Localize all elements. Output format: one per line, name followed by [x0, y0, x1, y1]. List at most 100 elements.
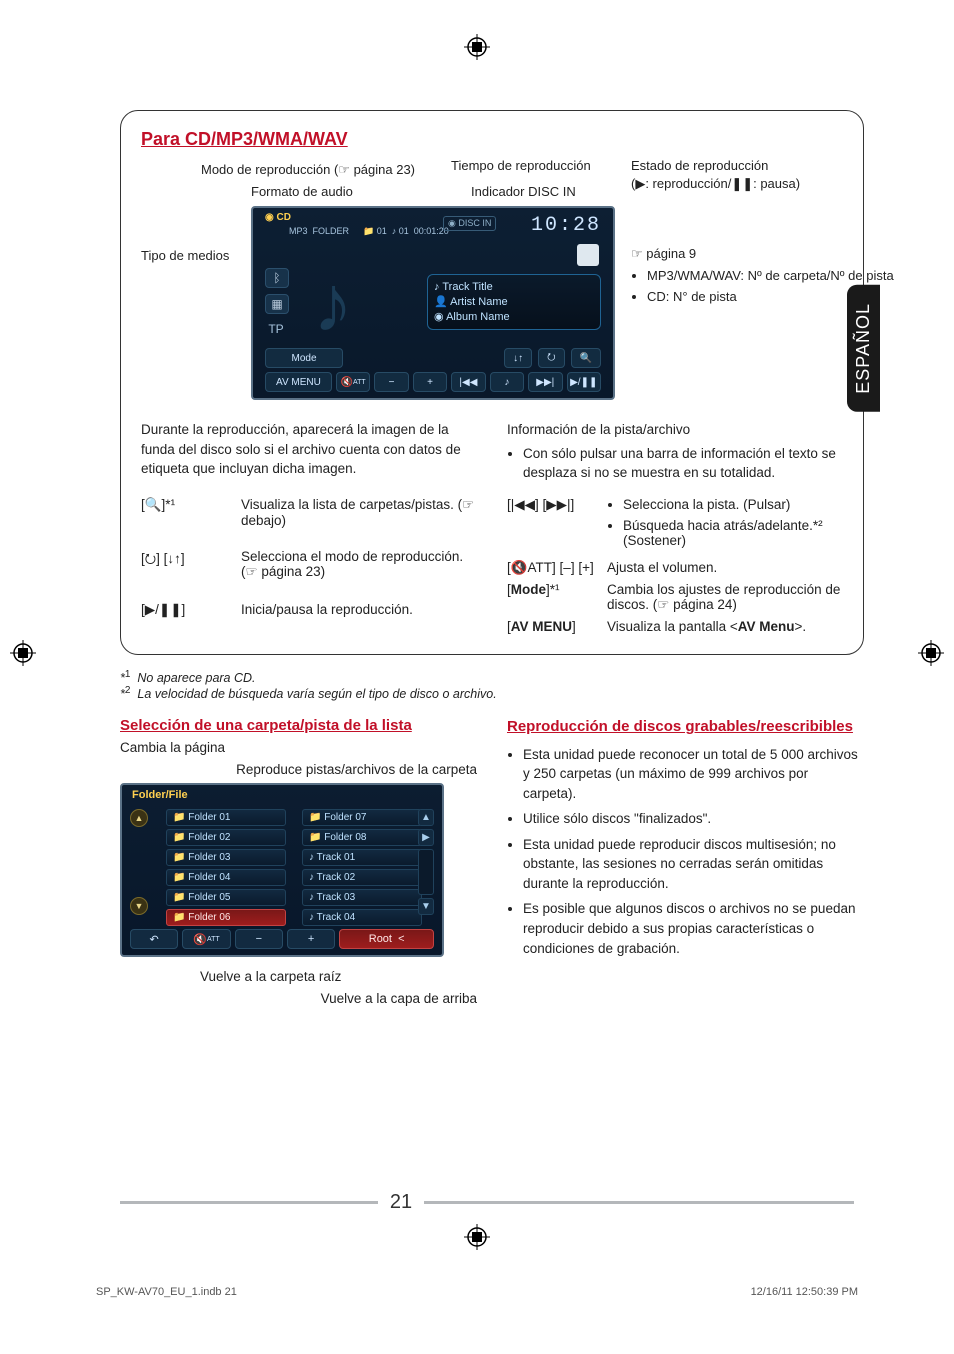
ctrl-val: Selecciona la pista. (Pulsar) Búsqueda h… — [607, 497, 843, 554]
section3-title: Reproducción de discos grabables/reescri… — [507, 717, 864, 737]
under-text-right-bullet: Con sólo pulsar una barra de información… — [523, 444, 843, 483]
section-title: Para CD/MP3/WMA/WAV — [141, 129, 843, 150]
folder-list-display: Folder/File ▲ ▼ 📁 Folder 01 📁 Folder 02 … — [120, 783, 444, 957]
scrollbar-track[interactable] — [418, 849, 434, 896]
back-up-label: Vuelve a la capa de arriba — [120, 989, 477, 1009]
tp-indicator: TP — [265, 320, 287, 338]
callout-see-p9: ☞ página 9 — [631, 246, 696, 262]
callout-play-status: Estado de reproducción — [631, 158, 768, 173]
list-item[interactable]: 📁 Folder 08 — [302, 829, 422, 846]
callout-playmode: Modo de reproducción (☞ página 23) — [201, 162, 415, 178]
list-item[interactable]: 📁 Folder 01 — [166, 809, 286, 826]
grid-icon: ▦ — [265, 294, 289, 314]
list-item[interactable]: 📁 Folder 05 — [166, 889, 286, 906]
list-item[interactable]: 📁 Folder 04 — [166, 869, 286, 886]
note-indicator: ♪ — [490, 372, 524, 392]
under-text-left: Durante la reproducción, aparecerá la im… — [141, 420, 477, 489]
vol-minus[interactable]: − — [374, 372, 408, 392]
change-page-label: Cambia la página — [120, 738, 477, 758]
list-item[interactable]: ♪ Track 04 — [302, 909, 422, 926]
footnotes: *1 No aparece para CD. *2 La velocidad d… — [120, 669, 864, 701]
page-footer: 21 — [120, 1191, 854, 1214]
ctrl-val: Inicia/pausa la reproducción. — [241, 602, 477, 634]
next-track-icon[interactable]: ▶▶| — [528, 372, 562, 392]
disc-in-indicator: ◉ DISC IN — [443, 216, 496, 231]
callout-audio-format: Formato de audio — [251, 184, 353, 199]
search-icon[interactable]: 🔍 — [571, 348, 601, 368]
ctrl-key: [🔍]*¹ — [141, 497, 231, 544]
list-item[interactable]: 📁 Folder 07 — [302, 809, 422, 826]
ctrl-val: Ajusta el volumen. — [607, 560, 843, 576]
page-number: 21 — [390, 1191, 412, 1214]
list-item[interactable]: 📁 Folder 02 — [166, 829, 286, 846]
ctrl-key: [Mode]*¹ — [507, 582, 597, 613]
callout-play-time: Tiempo de reproducción — [451, 158, 591, 173]
repeat-icon[interactable]: ⭮ — [538, 348, 564, 368]
att-button[interactable]: 🔇ATT — [336, 372, 370, 392]
player-display: ◉ CD MP3 FOLDER 📁 01 ♪ 01 00:01:20 ◉ DIS… — [251, 206, 615, 400]
music-note-icon: ♪ — [313, 258, 353, 350]
ctrl-key: [AV MENU] — [507, 619, 597, 634]
section-box: Para CD/MP3/WMA/WAV Modo de reproducción… — [120, 110, 864, 655]
album-name: ◉ Album Name — [434, 310, 594, 323]
callout-media-type: Tipo de medios — [141, 248, 229, 263]
controls-right: [|◀◀] [▶▶|] Selecciona la pista. (Pulsar… — [507, 497, 843, 634]
callout-mp3-line: MP3/WMA/WAV: Nº de carpeta/Nº de pistaCD… — [631, 268, 831, 310]
list-item[interactable]: 📁 Folder 03 — [166, 849, 286, 866]
avmenu-button[interactable]: AV MENU — [265, 372, 332, 392]
callout-disc-in: Indicador DISC IN — [471, 184, 576, 199]
counter: 📁 01 ♪ 01 00:01:20 — [363, 226, 449, 237]
bullet-item: Es posible que algunos discos o archivos… — [523, 899, 864, 958]
registration-mark-icon — [918, 640, 944, 666]
track-title: ♪ Track Title — [434, 281, 594, 293]
back-root-label: Vuelve a la carpeta raíz — [200, 967, 477, 987]
page-down-icon[interactable]: ▼ — [130, 897, 148, 915]
print-file: SP_KW-AV70_EU_1.indb 21 — [96, 1286, 237, 1298]
list-item[interactable]: 📁 Folder 06 — [166, 909, 286, 926]
clock: 10:28 — [531, 214, 601, 237]
bt-icon: ᛒ — [265, 268, 289, 288]
language-tab: ESPAÑOL — [847, 285, 880, 412]
ctrl-val: Selecciona el modo de reproducción. (☞ p… — [241, 549, 477, 596]
vol-plus[interactable]: + — [413, 372, 447, 392]
section3-bullets: Esta unidad puede reconocer un total de … — [507, 745, 864, 959]
disc-icon: ◉ CD — [265, 212, 291, 223]
vol-plus[interactable]: + — [287, 929, 335, 949]
ctrl-val: Cambia los ajustes de reproducción de di… — [607, 582, 843, 613]
root-button[interactable]: Root < — [339, 929, 434, 949]
corner-icon — [577, 244, 599, 266]
callout-play-status-detail: (▶: reproducción/❚❚: pausa) — [631, 176, 800, 192]
folderfile-header: Folder/File — [132, 789, 188, 801]
mode-button[interactable]: Mode — [265, 348, 343, 368]
ctrl-key: [▶/❚❚] — [141, 602, 231, 634]
list-item[interactable]: ♪ Track 01 — [302, 849, 422, 866]
bullet-item: Esta unidad puede reconocer un total de … — [523, 745, 864, 804]
att-button[interactable]: 🔇ATT — [182, 929, 230, 949]
ctrl-key: [⭮] [↓↑] — [141, 549, 231, 596]
prev-track-icon[interactable]: |◀◀ — [451, 372, 485, 392]
format-tags: MP3 FOLDER — [289, 226, 349, 236]
list-item[interactable]: ♪ Track 03 — [302, 889, 422, 906]
controls-left: [🔍]*¹ Visualiza la lista de carpetas/pis… — [141, 497, 477, 634]
list-item[interactable]: ♪ Track 02 — [302, 869, 422, 886]
ctrl-key: [🔇ATT] [–] [+] — [507, 560, 597, 576]
ctrl-val: Visualiza la lista de carpetas/pistas. (… — [241, 497, 477, 544]
back-button[interactable]: ↶ — [130, 929, 178, 949]
print-info: SP_KW-AV70_EU_1.indb 21 12/16/11 12:50:3… — [96, 1286, 858, 1298]
page-up-icon[interactable]: ▲ — [130, 809, 148, 827]
shuffle-icon[interactable]: ↓↑ — [504, 348, 532, 368]
registration-mark-icon — [10, 640, 36, 666]
vol-minus[interactable]: − — [235, 929, 283, 949]
scroll-down-icon[interactable]: ▼ — [418, 898, 434, 915]
scroll-up-icon[interactable]: ▲ — [418, 809, 434, 826]
registration-mark-icon — [464, 1224, 490, 1250]
play-icon[interactable]: ▶ — [418, 829, 434, 846]
bullet-item: Utilice sólo discos "finalizados". — [523, 809, 864, 829]
bullet-item: Esta unidad puede reproducir discos mult… — [523, 835, 864, 894]
print-stamp: 12/16/11 12:50:39 PM — [751, 1286, 858, 1298]
under-text-right-title: Información de la pista/archivo — [507, 420, 843, 440]
play-pause-icon[interactable]: ▶/❚❚ — [567, 372, 601, 392]
ctrl-val: Visualiza la pantalla <AV Menu>. — [607, 619, 843, 634]
registration-mark-icon — [464, 34, 490, 60]
section2-title: Selección de una carpeta/pista de la lis… — [120, 717, 477, 734]
